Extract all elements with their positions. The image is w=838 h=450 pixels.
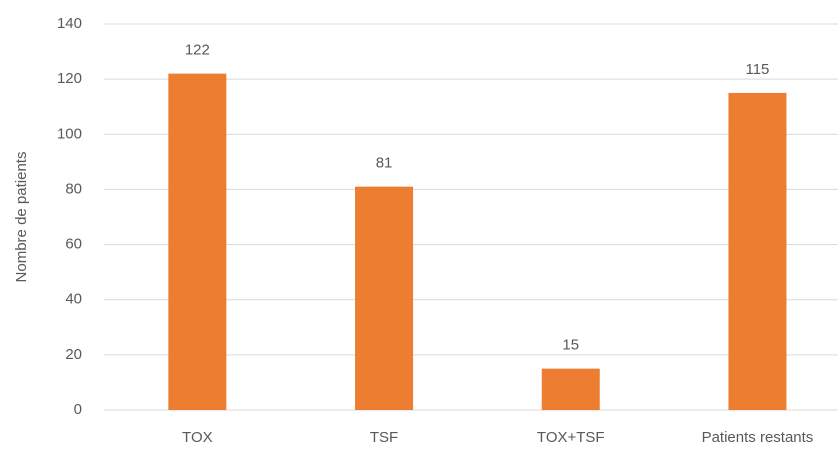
data-label: 81 <box>376 155 393 172</box>
y-tick-label: 20 <box>65 346 82 363</box>
bar <box>728 92 787 410</box>
bar <box>355 186 414 410</box>
y-axis-label: Nombre de patients <box>13 152 30 283</box>
data-label: 115 <box>745 61 769 78</box>
y-tick-label: 120 <box>57 70 82 87</box>
bar <box>541 368 600 410</box>
y-tick-label: 80 <box>65 180 82 197</box>
x-tick-label: TSF <box>370 429 398 446</box>
x-tick-label: TOX+TSF <box>537 429 605 446</box>
y-tick-label: 40 <box>65 291 82 308</box>
data-label: 122 <box>185 42 210 59</box>
y-tick-label: 0 <box>74 401 82 418</box>
x-tick-label: Patients restants <box>702 429 814 446</box>
y-tick-label: 100 <box>57 125 82 142</box>
x-tick-label: TOX <box>182 429 213 446</box>
bar <box>168 73 227 410</box>
y-tick-label: 60 <box>65 236 82 253</box>
data-label: 15 <box>562 337 579 354</box>
y-tick-label: 140 <box>57 15 82 32</box>
